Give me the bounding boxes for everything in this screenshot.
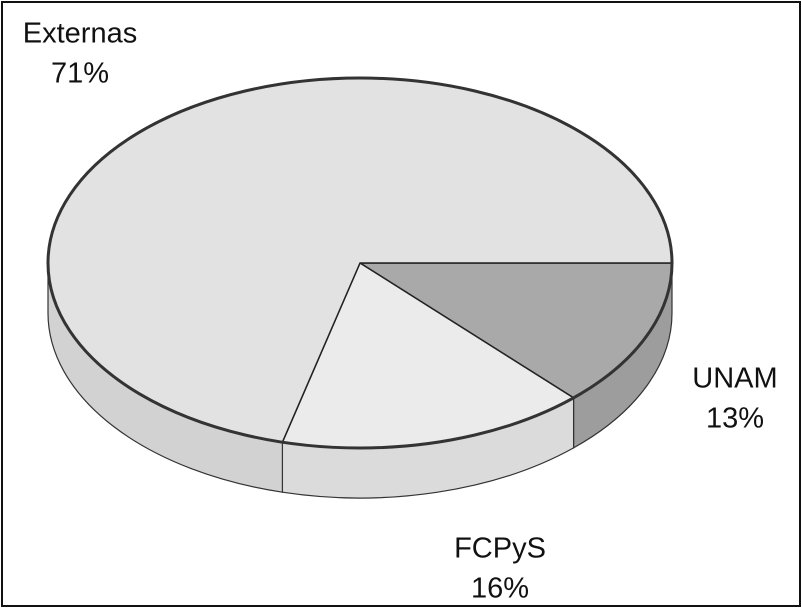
slice-label: Externas: [23, 18, 137, 50]
slice-value-label: 16%: [471, 573, 529, 605]
slice-value-label: 71%: [51, 58, 109, 90]
slice-label: FCPyS: [454, 533, 546, 565]
pie-rim: [46, 76, 674, 450]
slice-value-label: 13%: [706, 403, 764, 435]
slice-label: UNAM: [692, 363, 777, 395]
